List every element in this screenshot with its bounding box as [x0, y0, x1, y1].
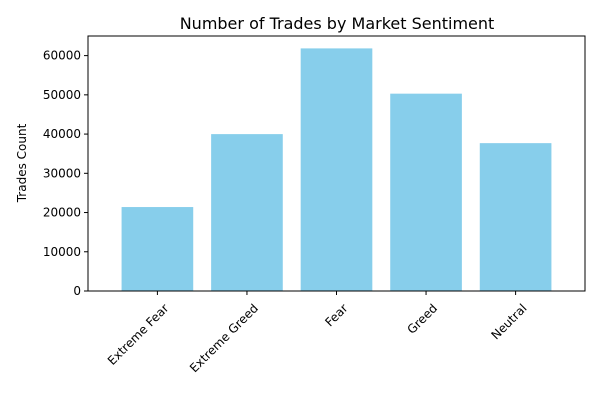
- plot-frame: [87, 35, 586, 292]
- bar-extreme-fear: [121, 207, 194, 291]
- x-tick-label: Fear: [322, 301, 350, 329]
- bar-neutral: [479, 143, 552, 291]
- x-ticks-group: Extreme Fear Extreme Greed Fear Greed Neutra…: [105, 291, 530, 375]
- y-ticks-group: 0 10000 20000 30000 40000 50000 60000: [43, 49, 88, 298]
- y-tick-label: 50000: [43, 88, 81, 102]
- y-tick-label: 60000: [43, 49, 81, 63]
- y-tick-label: 20000: [43, 206, 81, 220]
- y-tick-label: 40000: [43, 127, 81, 141]
- bar-fear: [300, 48, 373, 291]
- chart-title: Number of Trades by Market Sentiment: [180, 14, 495, 33]
- y-tick-label: 30000: [43, 166, 81, 180]
- x-tick-label: Extreme Greed: [187, 301, 261, 375]
- y-tick-label: 0: [73, 284, 81, 298]
- bar-greed: [390, 93, 462, 292]
- bars-group: [121, 48, 552, 292]
- y-tick-label: 10000: [43, 245, 81, 259]
- bar-extreme-greed: [211, 134, 283, 291]
- x-tick-label: Greed: [405, 301, 441, 337]
- x-tick-label: Extreme Fear: [105, 301, 172, 368]
- y-axis-label: Trades Count: [15, 123, 29, 203]
- x-tick-label: Neutral: [488, 301, 529, 342]
